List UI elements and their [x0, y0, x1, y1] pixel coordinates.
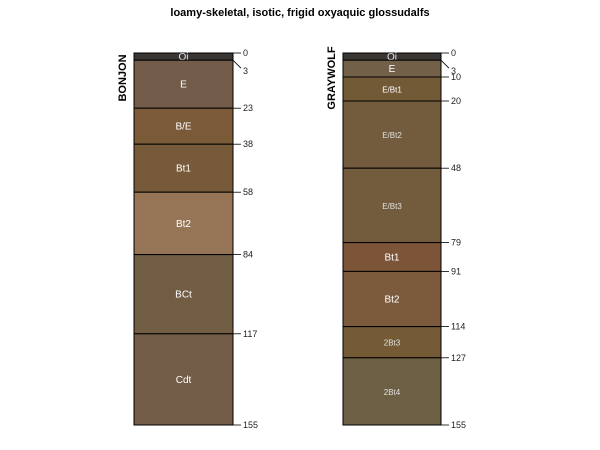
chart-title: loamy-skeletal, isotic, frigid oxyaquic …: [170, 7, 429, 19]
horizon-cdt: Cdt: [133, 333, 234, 426]
horizon-label: Oi: [179, 52, 189, 63]
horizon-rect: [342, 100, 442, 169]
profiles-group: BONJON OiEB/EBt1Bt2BCtCdt0323385884117155…: [117, 46, 466, 430]
horizon-label: E/Bt3: [382, 202, 402, 211]
horizon-label: E: [180, 80, 187, 91]
horizon-e: E: [133, 59, 234, 109]
profile-id-label: BONJON: [117, 54, 129, 101]
depth-label: 91: [451, 266, 461, 276]
depth-tick: [440, 59, 450, 69]
horizon-2bt4: 2Bt4: [342, 357, 442, 426]
depth-label: 114: [451, 322, 465, 332]
horizon-label: E: [389, 64, 396, 75]
depth-label: 127: [451, 353, 466, 363]
horizon-rect: [133, 191, 234, 256]
depth-label: 0: [451, 48, 456, 58]
horizon-rect: [133, 143, 234, 193]
horizon-label: Oi: [387, 52, 397, 63]
depth-label: 48: [451, 163, 461, 173]
horizon-rect: [342, 167, 442, 244]
horizon-2bt3: 2Bt3: [342, 326, 442, 359]
horizon-rect: [133, 254, 234, 335]
horizon-bt1: Bt1: [133, 143, 234, 193]
horizon-bt1: Bt1: [342, 242, 442, 272]
horizon-rect: [133, 107, 234, 145]
horizon-bct: BCt: [133, 254, 234, 335]
horizon-e-bt3: E/Bt3: [342, 167, 442, 244]
depth-label: 79: [451, 238, 461, 248]
horizon-label: E/Bt2: [382, 131, 402, 140]
horizon-bt2: Bt2: [133, 191, 234, 256]
horizon-label: B/E: [175, 122, 191, 133]
horizon-rect: [342, 326, 442, 359]
horizon-label: Bt1: [176, 164, 191, 175]
horizon-label: 2Bt3: [384, 339, 401, 348]
horizon-e-bt2: E/Bt2: [342, 100, 442, 169]
horizon-rect: [342, 357, 442, 426]
horizon-label: Bt2: [176, 219, 191, 230]
horizon-rect: [342, 270, 442, 328]
horizon-label: Bt2: [384, 295, 399, 306]
horizon-rect: [342, 76, 442, 102]
depth-tick: [232, 59, 242, 69]
depth-label: 0: [243, 48, 248, 58]
horizon-rect: [342, 242, 442, 272]
horizon-b-e: B/E: [133, 107, 234, 145]
depth-label: 3: [451, 66, 456, 76]
depth-label: 155: [451, 420, 466, 430]
depth-label: 23: [243, 103, 253, 113]
depth-label: 117: [243, 329, 257, 339]
depth-label: 84: [243, 250, 253, 260]
horizon-label: BCt: [175, 290, 192, 301]
depth-label: 10: [451, 72, 461, 82]
profile-bonjon: BONJON Oi E B/E Bt1 Bt2 BCt Cdt 0 3 23 38 58 84 117 155: [117, 48, 258, 430]
depth-label: 155: [243, 420, 258, 430]
horizon-e-bt1: E/Bt1: [342, 76, 442, 102]
depth-label: 20: [451, 96, 461, 106]
depth-label: 3: [243, 66, 248, 76]
horizon-label: Cdt: [176, 375, 192, 386]
depth-label: 38: [243, 139, 253, 149]
horizon-rect: [133, 333, 234, 426]
horizon-label: E/Bt1: [382, 86, 402, 95]
profile-id-label: GRAYWOLF: [326, 46, 338, 109]
depth-label: 58: [243, 187, 253, 197]
horizon-label: 2Bt4: [384, 388, 401, 397]
horizon-bt2: Bt2: [342, 270, 442, 328]
horizon-rect: [133, 59, 234, 109]
profile-graywolf: GRAYWOLF OiE E/Bt1 E/Bt2 E/Bt3 Bt1 Bt2 2Bt3 2Bt4…: [326, 46, 466, 430]
horizon-e: E: [342, 59, 442, 78]
horizon-label: Bt1: [384, 253, 399, 264]
